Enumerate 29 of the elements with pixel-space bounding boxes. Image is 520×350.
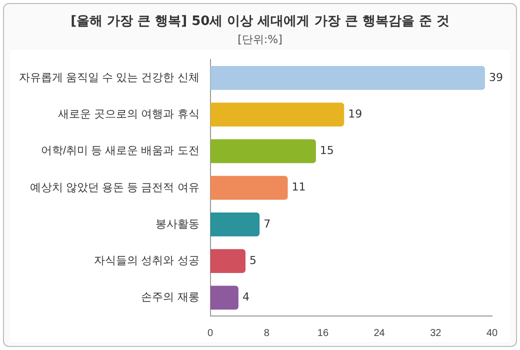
bar [210,139,316,164]
data-label: 5 [249,254,256,267]
x-tick-label: 16 [317,328,329,339]
y-tick-label: 봉사활동 [155,218,200,230]
data-label: 15 [320,144,334,158]
x-tick-label: 24 [374,328,386,339]
data-label: 11 [292,180,306,194]
x-tick-label: 40 [486,328,498,339]
y-tick-label: 예상치 않았던 용돈 등 금전적 여유 [30,182,200,194]
bar [210,66,485,90]
bar [210,212,260,236]
y-tick-label: 어학/취미 등 새로운 배움과 도전 [41,145,200,158]
chart-title: [올해 가장 큰 행복] 50세 이상 세대에게 가장 큰 행복감을 준 것 [70,13,450,30]
y-tick-label: 자식들의 성취와 성공 [94,255,200,268]
bar [210,176,288,200]
chart-subtitle: [단위:%] [236,32,284,47]
bar [210,102,344,126]
bar [210,249,246,273]
x-tick-label: 32 [430,328,442,339]
y-tick-label: 손주의 재롱 [141,292,200,304]
bar [210,286,238,310]
data-label: 19 [348,107,362,120]
y-tick-label: 자유롭게 움직일 수 있는 건강한 신체 [19,72,200,84]
data-label: 7 [264,217,271,230]
x-tick-label: 8 [264,328,270,339]
data-label: 4 [242,290,250,304]
y-tick-label: 새로운 곳으로의 여행과 휴식 [58,108,200,121]
x-tick-label: 0 [208,328,214,339]
data-label: 39 [488,70,503,84]
